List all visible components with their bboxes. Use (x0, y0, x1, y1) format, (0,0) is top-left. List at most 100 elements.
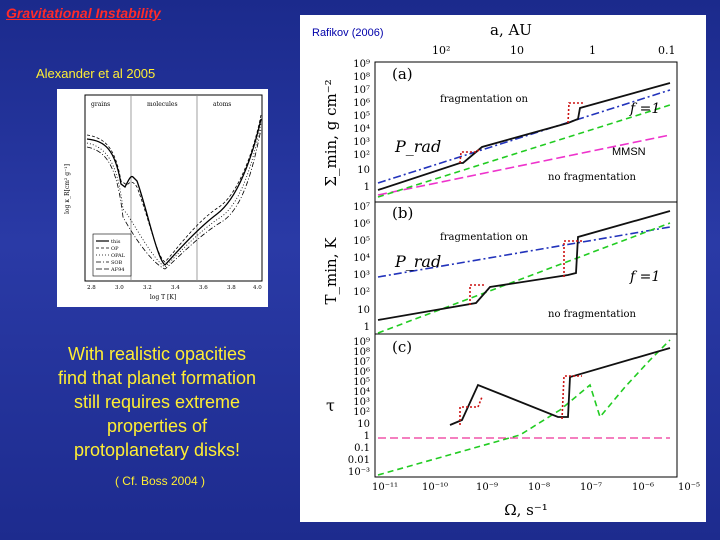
region-label: molecules (147, 101, 178, 108)
x-axis-label: log T [K] (150, 294, 176, 301)
y-tick: 10⁷ (353, 357, 370, 368)
bottom-tick: 10⁻⁸ (528, 482, 550, 493)
bottom-tick: 10⁻¹⁰ (422, 482, 448, 493)
region-label: grains (91, 101, 110, 108)
conclusion-text: With realistic opacities find that plane… (57, 344, 257, 460)
panel-b-frag-on: fragmentation on (440, 232, 529, 243)
y-tick: 1 (364, 431, 370, 442)
panel-b-f-label: f =1 (629, 269, 660, 285)
y-tick: 1 (364, 182, 370, 193)
legend-entry: this (111, 239, 121, 245)
slide-title: Gravitational Instability (6, 5, 161, 21)
panel-b-red-line (469, 284, 486, 305)
panel-a-ylabel: Σ_min, g cm⁻² (322, 79, 340, 186)
panel-b-f1-line (377, 226, 671, 278)
y-tick: 10³ (353, 397, 370, 408)
y-tick: 10⁸ (353, 347, 370, 358)
opacity-curve-opal (86, 122, 262, 268)
top-tick: 0.1 (658, 44, 676, 57)
panel-b-red-line-2 (563, 240, 582, 277)
bottom-tick: 10⁻¹¹ (372, 482, 398, 493)
panel-a-no-frag: no fragmentation (548, 172, 637, 183)
region-label: atoms (213, 101, 231, 108)
y-tick: 10⁷ (353, 202, 370, 213)
y-tick: 10² (353, 407, 370, 418)
y-tick: 10⁹ (353, 59, 370, 70)
panel-a-f1-line (377, 89, 671, 184)
y-tick: 10⁴ (353, 253, 370, 264)
y-tick: 10³ (353, 270, 370, 281)
x-tick: 3.2 (143, 285, 152, 291)
opacity-plot-frame (84, 94, 263, 282)
x-tick: 2.8 (87, 285, 96, 291)
top-tick: 1 (589, 44, 596, 57)
panel-b-no-frag: no fragmentation (548, 309, 637, 320)
y-tick: 10⁶ (353, 98, 370, 109)
x-tick: 3.0 (115, 285, 124, 291)
y-tick: 10⁻³ (348, 467, 370, 478)
y-tick: 1 (364, 322, 370, 333)
y-tick: 10⁵ (353, 236, 370, 247)
panel-c-green-line (377, 339, 671, 476)
panel-b-green-line (377, 222, 671, 334)
panel-a-tag: (a) (392, 65, 413, 83)
y-tick: 10³ (353, 137, 370, 148)
panel-a-frag-on: fragmentation on (440, 94, 529, 105)
opacity-figure: grains molecules atoms this OP OPAL SOB … (57, 89, 268, 307)
bottom-tick: 10⁻⁵ (678, 482, 700, 493)
panel-a-mmsn: MMSN (612, 146, 646, 158)
panel-b-tag: (b) (392, 204, 413, 222)
opacity-curve-sob (86, 128, 262, 270)
panel-c-black-line (449, 347, 671, 426)
panel-b-prad: P_rad (394, 252, 441, 271)
panel-c-tag: (c) (392, 338, 412, 356)
panel-a-f-label: f =1 (629, 101, 660, 117)
y-tick: 0.01 (348, 455, 370, 466)
y-tick: 10⁷ (353, 85, 370, 96)
top-tick: 10 (510, 44, 524, 57)
panel-c-red-line (459, 396, 483, 425)
y-tick: 10 (357, 419, 370, 430)
x-tick: 3.6 (199, 285, 208, 291)
legend-entry: AF94 (110, 267, 124, 273)
top-tick: 10² (432, 44, 450, 57)
y-tick: 10⁴ (353, 124, 370, 135)
y-tick: 10² (353, 287, 370, 298)
legend-entry: OP (111, 246, 119, 252)
y-tick: 10⁹ (353, 337, 370, 348)
panel-a-red-line (459, 147, 481, 164)
x-tick: 3.8 (227, 285, 236, 291)
panel-b-black-line (377, 210, 671, 321)
y-tick: 10 (357, 305, 370, 316)
bottom-tick: 10⁻⁶ (632, 482, 654, 493)
y-tick: 10⁶ (353, 219, 370, 230)
y-axis-label: log κ_R[cm² g⁻¹] (64, 164, 71, 214)
bottom-tick: 10⁻⁷ (580, 482, 602, 493)
rafikov-credit: Rafikov (2006) (312, 27, 384, 39)
y-tick: 10⁶ (353, 367, 370, 378)
panel-b-ylabel: T_min, K (322, 237, 340, 305)
citation-text: ( Cf. Boss 2004 ) (114, 474, 206, 488)
panel-c-ylabel: τ (326, 396, 335, 415)
bottom-tick: 10⁻⁹ (476, 482, 498, 493)
panel-c-red-line-2 (561, 375, 582, 420)
rafikov-figure: Rafikov (2006) a, AU 10² 10 1 0.1 Σ_min,… (300, 15, 706, 522)
panel-c-frame (374, 333, 678, 478)
x-tick: 3.4 (171, 285, 180, 291)
x-tick: 4.0 (253, 285, 262, 291)
y-tick: 10⁵ (353, 111, 370, 122)
top-axis-label: a, AU (490, 21, 532, 39)
y-tick: 10² (353, 150, 370, 161)
opacity-curve-op (86, 114, 262, 263)
panel-a-red-line-2 (567, 102, 585, 124)
y-tick: 10⁸ (353, 72, 370, 83)
y-tick: 10⁵ (353, 377, 370, 388)
y-tick: 0.1 (354, 443, 370, 454)
bottom-axis-label: Ω, s⁻¹ (504, 501, 548, 519)
panel-a-mmsn-line (377, 134, 671, 196)
legend-entry: OPAL (111, 253, 126, 259)
legend-entry: SOB (111, 260, 123, 266)
panel-a-green-line (377, 104, 671, 198)
y-tick: 10⁴ (353, 387, 370, 398)
panel-a-prad: P_rad (394, 137, 441, 156)
